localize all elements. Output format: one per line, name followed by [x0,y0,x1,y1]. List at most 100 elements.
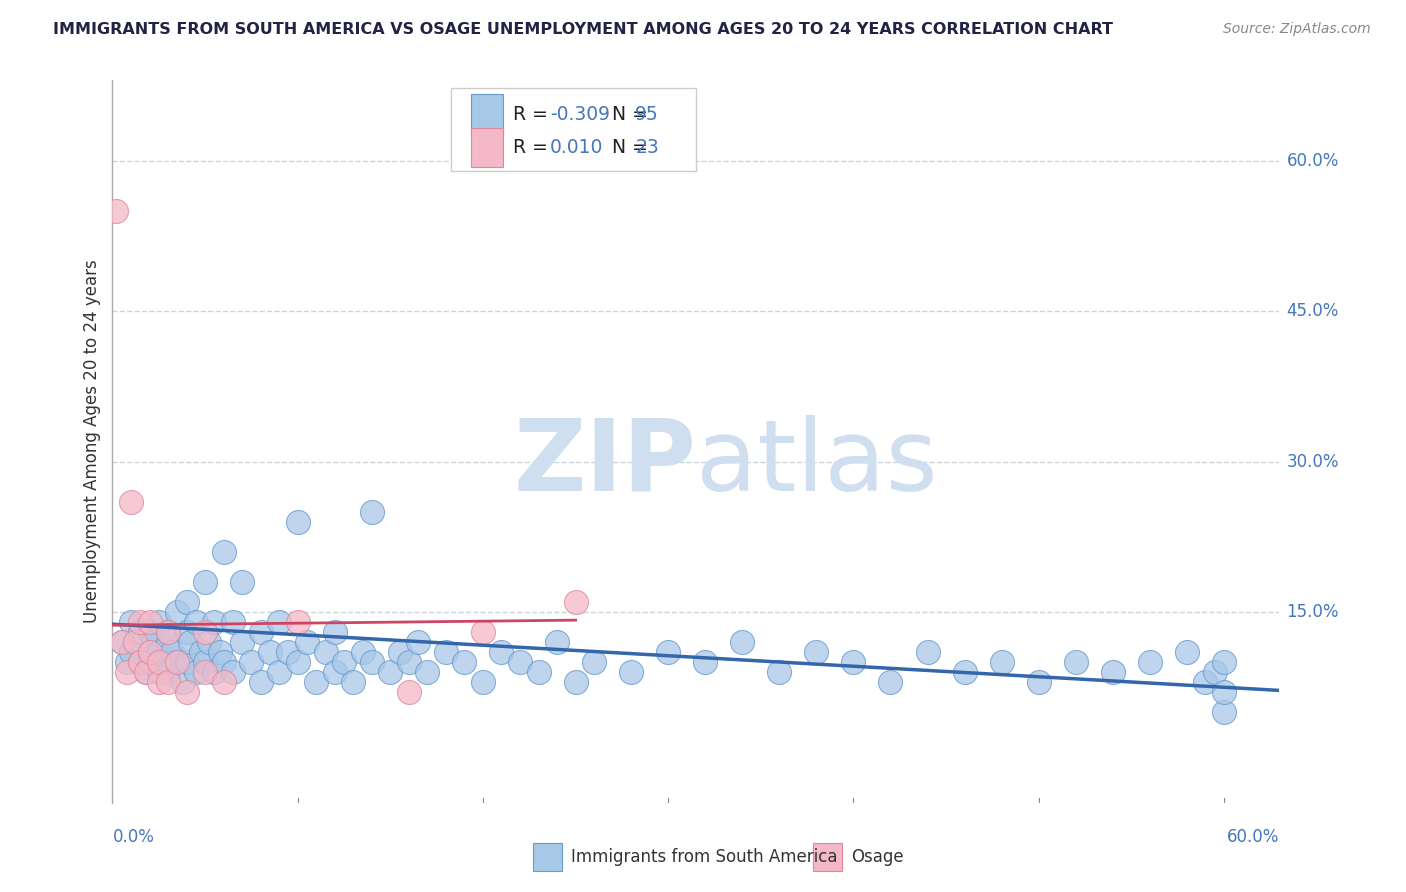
Point [120,645,142,659]
Point [153,655,176,669]
Point [990,655,1012,669]
Point [166,655,188,669]
Text: 0.0%: 0.0% [112,828,155,846]
Point [342,675,364,690]
Point [249,675,271,690]
Point [138,625,160,640]
Point [527,665,550,680]
Point [212,545,235,559]
Point [157,675,180,690]
Point [194,625,217,640]
Point [129,625,152,640]
Text: -0.309: -0.309 [550,104,610,124]
Point [1194,675,1216,690]
Point [620,665,643,680]
Point [202,615,225,630]
FancyBboxPatch shape [471,95,503,134]
Point [453,655,475,669]
Point [231,575,253,590]
FancyBboxPatch shape [451,87,696,170]
Point [231,635,253,649]
Point [406,635,429,649]
Point [295,635,318,649]
Point [202,665,225,680]
Text: Source: ZipAtlas.com: Source: ZipAtlas.com [1223,22,1371,37]
Point [190,645,212,659]
Point [323,665,346,680]
Point [917,645,939,659]
Point [1212,655,1234,669]
Point [287,655,309,669]
Text: R =: R = [513,104,554,124]
Point [160,645,183,659]
Text: R =: R = [513,138,554,157]
Text: 95: 95 [636,104,659,124]
Point [695,655,717,669]
Text: N =: N = [600,104,654,124]
Point [879,675,901,690]
Point [1139,655,1161,669]
Point [1101,665,1123,680]
Point [157,625,180,640]
Point [184,665,207,680]
Point [148,665,170,680]
Point [194,575,217,590]
Text: IMMIGRANTS FROM SOUTH AMERICA VS OSAGE UNEMPLOYMENT AMONG AGES 20 TO 24 YEARS CO: IMMIGRANTS FROM SOUTH AMERICA VS OSAGE U… [53,22,1114,37]
Point [120,494,142,508]
Point [1212,685,1234,699]
Point [194,655,217,669]
FancyBboxPatch shape [533,843,562,871]
Text: 23: 23 [636,138,659,157]
Point [117,665,139,680]
Point [434,645,457,659]
Text: 15.0%: 15.0% [1286,603,1339,621]
FancyBboxPatch shape [813,843,842,871]
Point [287,615,309,630]
Point [138,645,160,659]
Text: 30.0%: 30.0% [1286,452,1339,471]
Point [184,615,207,630]
Point [105,203,128,218]
Point [564,595,586,609]
Point [287,515,309,529]
Point [117,655,139,669]
Point [194,665,217,680]
Point [315,645,337,659]
Point [222,615,245,630]
Point [583,655,606,669]
Point [111,635,134,649]
Point [471,625,494,640]
Text: N =: N = [600,138,654,157]
Point [471,675,494,690]
Y-axis label: Unemployment Among Ages 20 to 24 years: Unemployment Among Ages 20 to 24 years [83,260,101,624]
Point [138,655,160,669]
Point [564,675,586,690]
Point [198,635,221,649]
Point [398,685,420,699]
Point [138,615,160,630]
Point [212,675,235,690]
Point [269,615,291,630]
Point [1212,706,1234,720]
Text: 60.0%: 60.0% [1227,828,1279,846]
Point [129,655,152,669]
Point [768,665,790,680]
Point [148,645,170,659]
Point [142,635,165,649]
Point [129,655,152,669]
Point [135,665,157,680]
Point [333,655,356,669]
Point [176,655,198,669]
Point [416,665,439,680]
Point [124,635,146,649]
Point [360,505,382,519]
Point [176,625,198,640]
Point [323,625,346,640]
Point [176,595,198,609]
Text: atlas: atlas [696,415,938,512]
Point [657,645,679,659]
Point [1064,655,1087,669]
Point [157,665,180,680]
Point [249,625,271,640]
Point [208,645,231,659]
